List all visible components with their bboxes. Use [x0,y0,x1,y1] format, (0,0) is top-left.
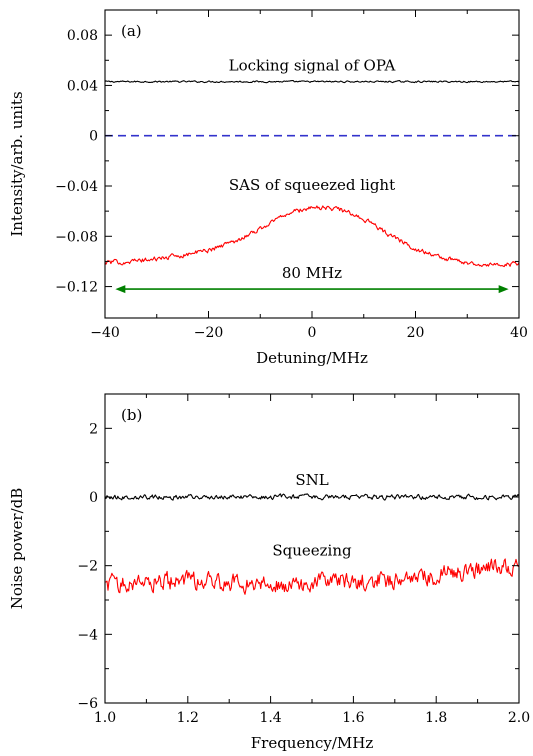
y-tick-label: −0.08 [55,229,98,245]
arrow-head-left [115,285,126,294]
panel-label: (a) [121,22,142,40]
series-group [105,493,519,595]
annotation-label: SAS of squeezed light [229,176,395,194]
series-3-line [105,205,519,268]
y-tick-label: 0 [89,490,98,506]
panel-b: 1.0 1.2 1.4 1.6 1.8 2.0 2 0 −2 −4 −6 Frequency/MHz N… [8,393,530,752]
annotation-label: 80 MHz [282,264,342,282]
x-tick-label: 1.2 [177,710,199,726]
panel-a: −40 −20 0 20 40 0.08 0.04 0 −0.04 −0.08 −0.12 Detun… [8,9,528,367]
y-axis-title: Intensity/arb. units [8,91,26,236]
series-squeezing-line [105,558,519,595]
x-tick-label: 1.6 [342,710,364,726]
annotation-label: Squeezing [272,541,352,559]
y-axis-title: Noise power/dB [8,488,26,610]
panel-label: (b) [121,406,142,424]
x-tick-label: 2.0 [508,710,530,726]
y-tick-label: 0 [89,129,98,145]
series-snl-line [105,493,519,501]
y-tick-label: −0.04 [55,179,98,195]
x-axis-title: Frequency/MHz [251,734,374,752]
x-tick-label: 20 [407,325,425,341]
x-axis-title: Detuning/MHz [256,349,368,367]
y-tick-label: −4 [77,627,98,643]
y-tick-label: −0.12 [55,280,98,296]
annotation-label: Locking signal of OPA [229,56,396,74]
y-tick-label: −2 [77,559,98,575]
y-tick-label: −6 [77,696,98,712]
y-tick-label: 0.08 [67,28,98,44]
arrow-head-right [498,285,509,294]
x-tick-label: 1.4 [259,710,281,726]
series-group [105,80,519,268]
x-tick-label: 1.8 [425,710,447,726]
x-tick-label: 40 [510,325,528,341]
x-tick-label: −40 [90,325,120,341]
y-tick-label: 0.04 [67,78,98,94]
x-tick-label: 0 [308,325,317,341]
series-1-line [105,80,519,84]
x-tick-label: −20 [194,325,224,341]
y-tick-label: 2 [89,421,98,437]
x-tick-label: 1.0 [94,710,116,726]
annotation-label: SNL [295,471,328,489]
